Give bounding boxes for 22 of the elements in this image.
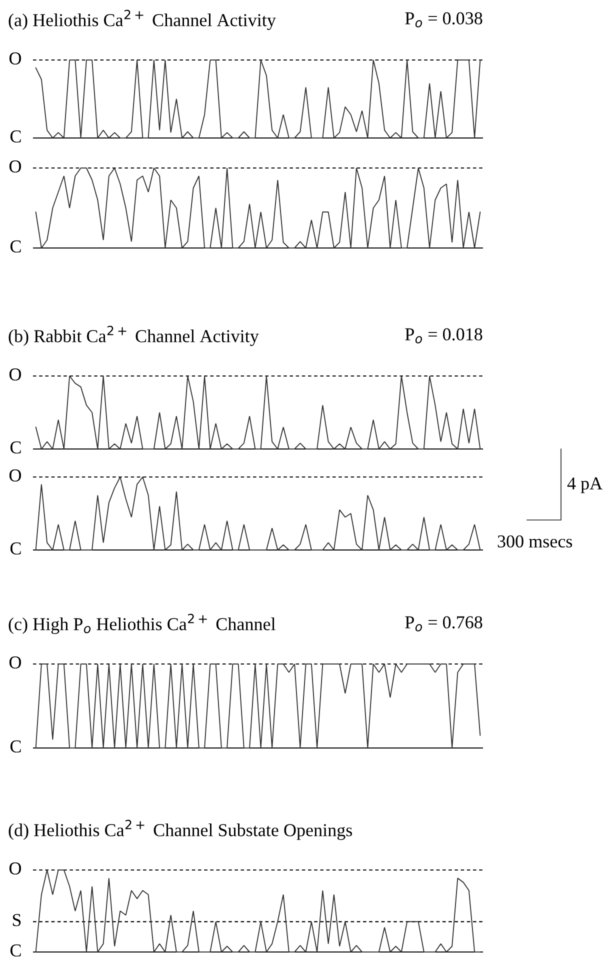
chart-title: (d) Heliothis Ca$^{2+}$ Channel Substate Openings [8, 820, 352, 840]
ref-line-label: C [10, 441, 21, 454]
ref-line-label: O [9, 469, 22, 482]
ref-line-label: C [10, 944, 21, 957]
text: 4 pA [567, 477, 602, 494]
ref-line-label: C [10, 240, 21, 253]
ref-line-label: O [9, 862, 22, 875]
text: P$_{o}$ = 0.768 [405, 616, 482, 632]
chart-title: (b) Rabbit Ca$^{2+}$ Channel Activity [8, 326, 259, 346]
ref-line-label: C [10, 130, 21, 143]
ref-line-label: O [9, 656, 22, 669]
text: 300 msecs [498, 535, 572, 548]
ref-line-label: C [10, 740, 21, 753]
chart-title: (a) Heliothis Ca$^{2+}$ Channel Activity [8, 10, 276, 30]
ref-line-label: C [10, 542, 21, 555]
chart-title: (c) High P$_{o}$ Heliothis Ca$^{2+}$ Channel [8, 614, 276, 634]
ref-line-label: O [9, 52, 22, 65]
ref-line-label: O [9, 160, 22, 173]
ref-line-label: S [12, 914, 21, 926]
text: P$_{o}$ = 0.038 [405, 12, 482, 28]
text: P$_{o}$ = 0.018 [405, 328, 482, 344]
ref-line-label: O [9, 368, 22, 381]
